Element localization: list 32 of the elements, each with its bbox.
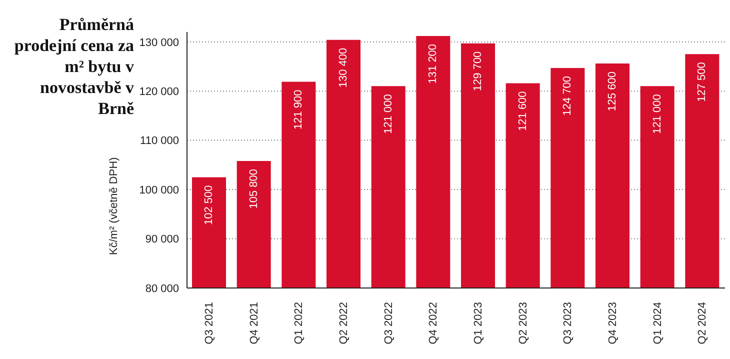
x-tick-label: Q2 2024 [696,302,709,344]
y-tick-label: 110 000 [140,135,179,148]
y-axis-title: Kč/m² (včetně DPH) [108,157,120,255]
y-tick-label: 100 000 [139,184,179,196]
x-tick-label: Q2 2022 [338,302,350,344]
data-label: 125 600 [606,72,618,112]
x-tick-label: Q1 2022 [293,302,306,344]
data-label: 127 500 [696,62,708,102]
data-label: 130 400 [338,48,350,88]
data-label: 129 700 [472,51,484,92]
x-tick-label: Q2 2023 [517,302,530,344]
x-tick-label: Q4 2023 [606,302,619,344]
y-tick-label: 90 000 [145,234,179,246]
data-label: 102 500 [203,185,215,225]
y-tick-label: 130 000 [139,36,179,49]
x-tick-label: Q3 2023 [562,302,574,344]
data-label: 131 200 [427,44,440,84]
x-tick-label: Q1 2024 [652,302,664,344]
data-label: 121 000 [651,94,664,134]
data-label: 105 800 [248,168,260,209]
data-label: 121 900 [292,90,305,130]
x-tick-label: Q1 2023 [472,302,484,344]
text: Průměrná prodejní cena za m² bytu v novostavbě v Brně [13,14,134,119]
data-label: 121 000 [382,94,394,134]
y-tick-label: 120 000 [139,86,179,98]
x-tick-label: Q4 2021 [248,302,260,344]
x-tick-label: Q3 2021 [203,302,216,344]
x-tick-label: Q4 2022 [428,302,440,344]
data-label: 121 600 [516,91,529,131]
data-label: 124 700 [562,76,574,116]
y-tick-label: 80 000 [145,282,179,295]
x-tick-label: Q3 2022 [382,302,395,344]
